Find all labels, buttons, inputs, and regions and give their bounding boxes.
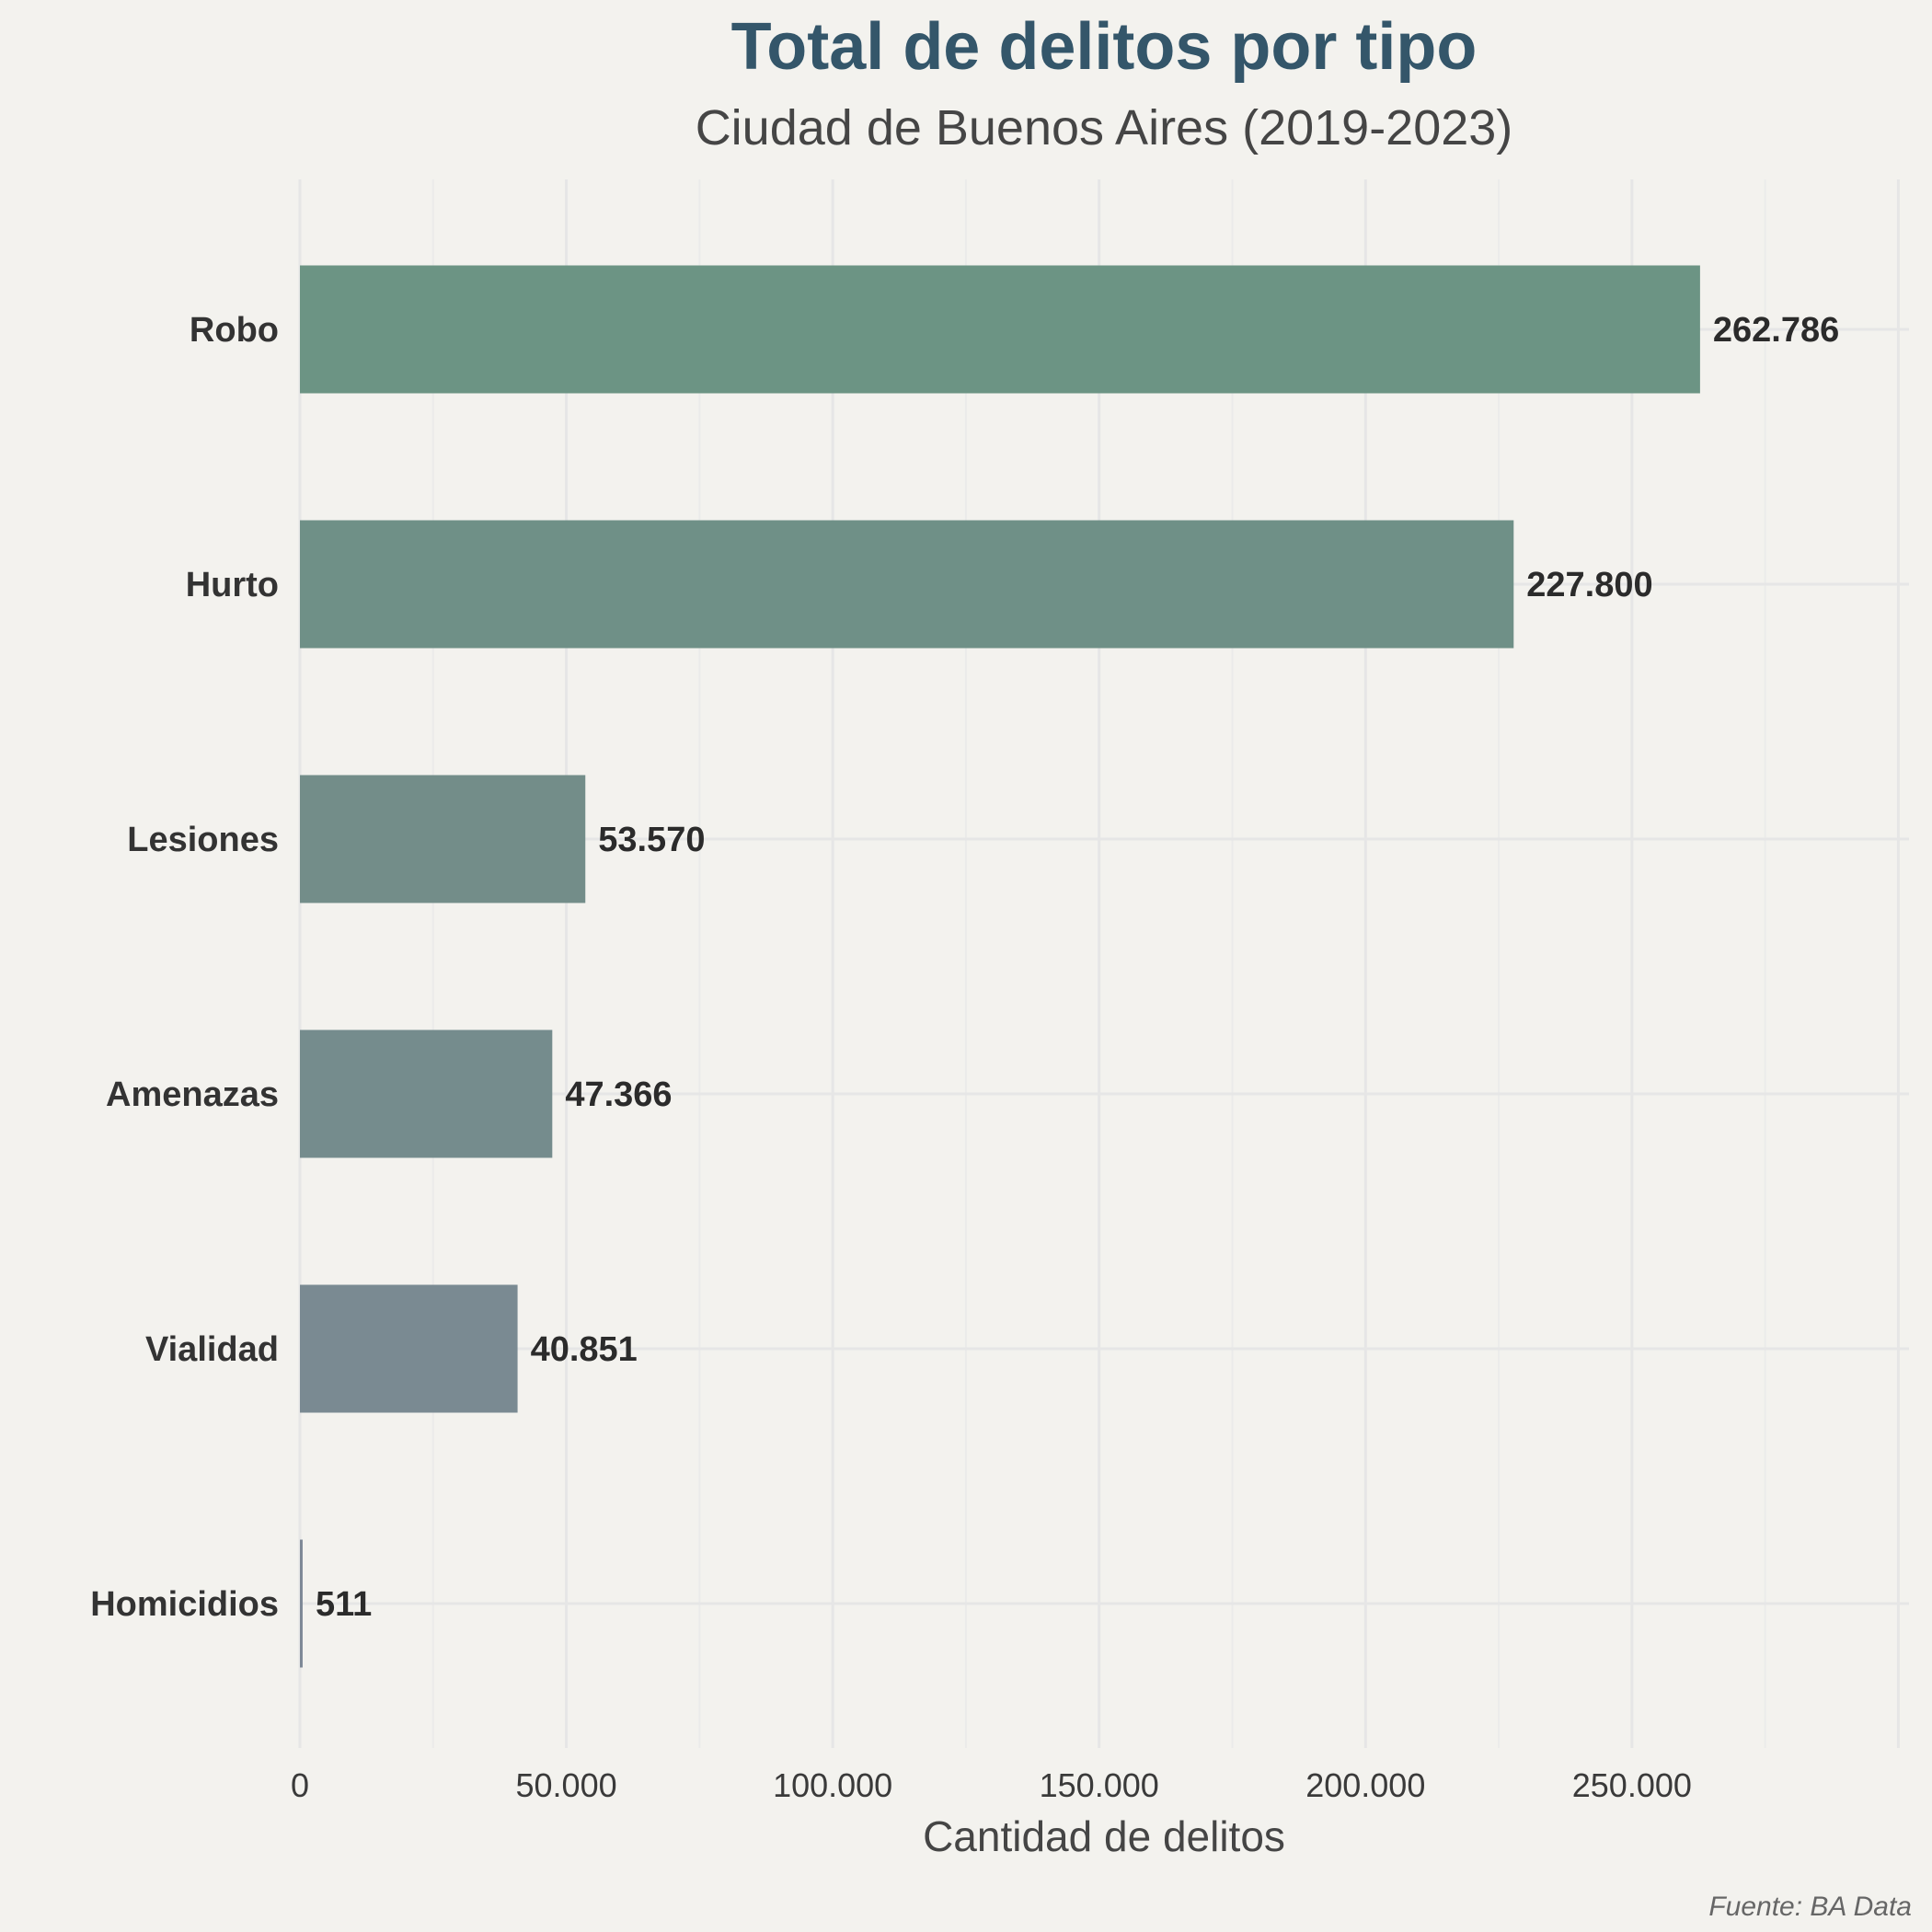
category-label: Lesiones <box>127 821 279 859</box>
x-tick-label: 150.000 <box>1040 1766 1159 1804</box>
bar-robo <box>300 265 1700 394</box>
value-labels: 262.786 227.800 53.570 47.366 40.851 511 <box>316 311 1839 1624</box>
bar-vialidad <box>300 1284 518 1413</box>
category-labels: Robo Hurto Lesiones Amenazas Vialidad Homicid… <box>90 311 279 1624</box>
bar-lesiones <box>300 775 586 903</box>
category-label: Hurto <box>186 566 279 604</box>
value-label: 262.786 <box>1713 311 1839 350</box>
x-axis-label: Cantidad de delitos <box>923 1812 1285 1860</box>
value-label: 511 <box>316 1585 372 1624</box>
x-axis-ticks: 0 50.000 100.000 150.000 200.000 250.000 <box>291 1766 1692 1804</box>
category-label: Vialidad <box>145 1330 279 1369</box>
grid-lines <box>298 179 1909 1748</box>
category-label: Homicidios <box>90 1585 279 1624</box>
value-label: 47.366 <box>565 1075 672 1114</box>
source-note: Fuente: BA Data <box>1708 1892 1912 1922</box>
value-label: 40.851 <box>531 1330 638 1369</box>
bar-homicidios <box>300 1539 303 1668</box>
chart-subtitle: Ciudad de Buenos Aires (2019-2023) <box>696 100 1513 155</box>
x-tick-label: 100.000 <box>773 1766 892 1804</box>
value-label: 53.570 <box>598 821 705 859</box>
x-tick-label: 0 <box>291 1766 309 1804</box>
bar-hurto <box>300 520 1514 649</box>
bar-amenazas <box>300 1029 553 1158</box>
x-tick-label: 50.000 <box>516 1766 617 1804</box>
category-label: Amenazas <box>106 1075 279 1114</box>
x-tick-label: 200.000 <box>1305 1766 1425 1804</box>
chart-title: Total de delitos por tipo <box>731 10 1478 84</box>
bars <box>300 265 1700 1668</box>
category-label: Robo <box>190 311 279 350</box>
value-label: 227.800 <box>1526 566 1652 604</box>
x-tick-label: 250.000 <box>1572 1766 1692 1804</box>
